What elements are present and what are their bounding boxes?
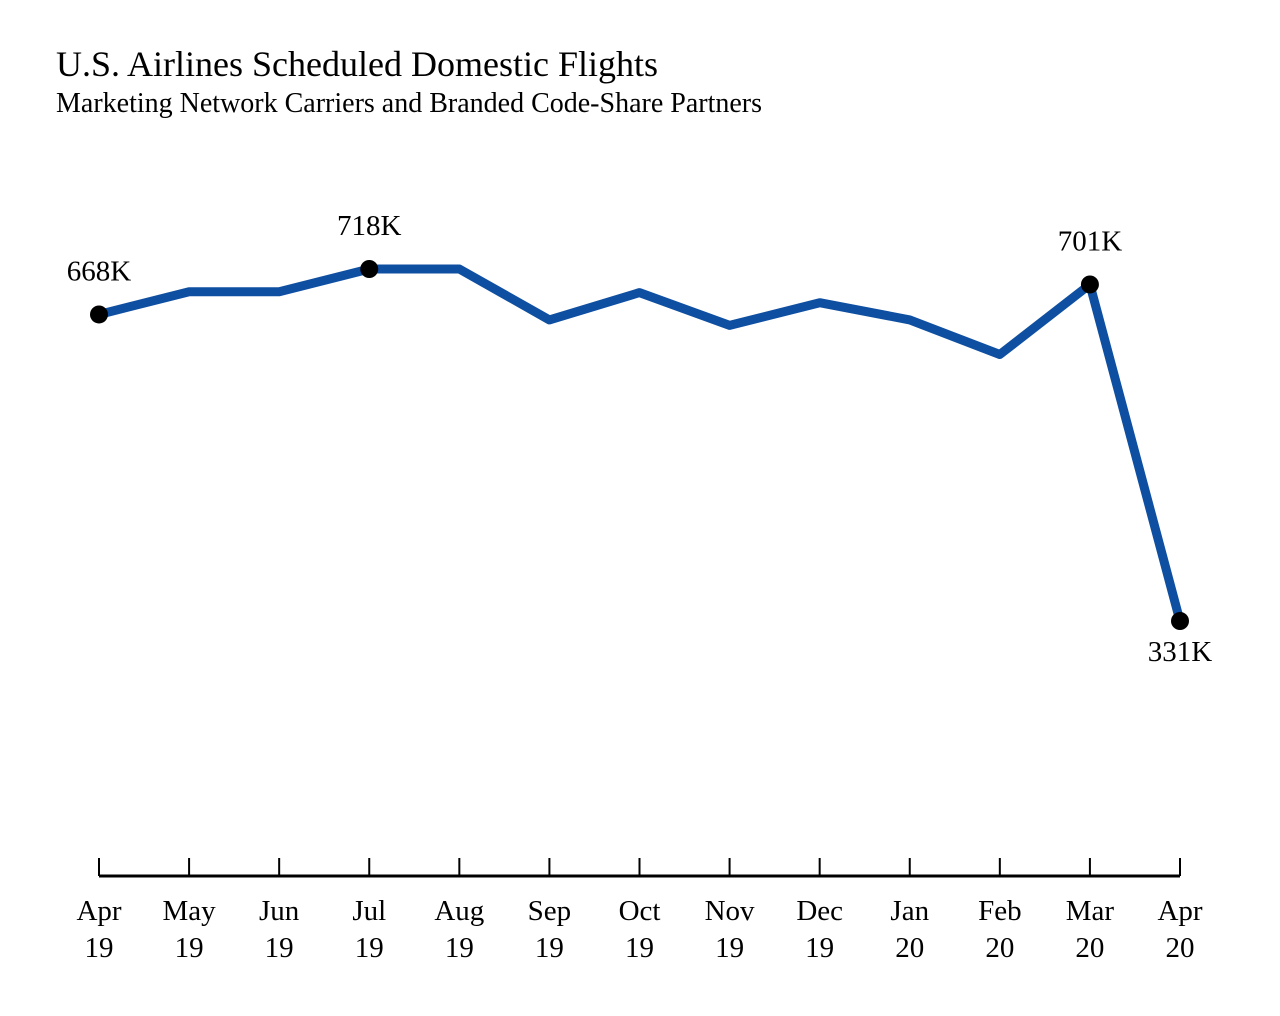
x-axis: Apr 19 May 19 Jun 19 Jul 19 Aug 19 Sep 19 Oct 19 Nov 19… [76,858,1203,964]
x-tick-label-month-7: Nov [705,895,755,927]
x-tick-label-year-11: 20 [1075,932,1104,964]
x-tick-label-month-5: Sep [528,895,572,927]
data-label-3: 718K [337,210,402,242]
x-tick-label-month-11: Mar [1066,895,1115,927]
x-tick-label-year-1: 19 [175,932,204,964]
x-tick-label-year-4: 19 [445,932,474,964]
chart-subtitle: Marketing Network Carriers and Branded C… [56,88,763,119]
x-tick-label-year-6: 19 [625,932,654,964]
x-tick-label-month-8: Dec [796,895,843,927]
series-line [94,264,1185,626]
data-point-marker-0 [90,305,108,324]
x-tick-label-year-8: 19 [805,932,834,964]
data-labels: 668K 718K 701K 331K [67,210,1213,668]
x-tick-label-month-12: Apr [1157,895,1202,927]
x-tick-label-year-12: 20 [1166,932,1195,964]
data-point-marker-12 [1171,612,1189,630]
x-tick-label-year-3: 19 [355,932,384,964]
x-tick-label-year-2: 19 [265,932,294,964]
chart-title: U.S. Airlines Scheduled Domestic Flights [56,44,658,84]
x-tick-label-year-9: 20 [895,932,924,964]
x-tick-label-year-10: 20 [985,932,1014,964]
markers-layer [90,260,1189,630]
data-point-marker-11 [1080,275,1099,294]
data-point-marker-3 [360,260,379,278]
data-label-0: 668K [67,255,132,287]
series-layer [94,264,1185,626]
x-tick-label-month-10: Feb [978,895,1022,927]
x-tick-label-month-4: Aug [434,895,484,927]
x-tick-label-year-0: 19 [85,932,114,964]
x-tick-label-month-0: Apr [76,895,121,927]
x-tick-label-month-3: Jul [352,895,386,927]
x-tick-label-year-7: 19 [715,932,744,964]
data-label-11: 701K [1058,225,1123,257]
x-tick-label-month-6: Oct [619,895,661,927]
data-label-12: 331K [1148,636,1213,668]
x-tick-label-month-2: Jun [259,895,300,927]
x-tick-label-month-9: Jan [890,895,929,927]
x-tick-label-month-1: May [162,895,216,927]
x-tick-label-year-5: 19 [535,932,564,964]
